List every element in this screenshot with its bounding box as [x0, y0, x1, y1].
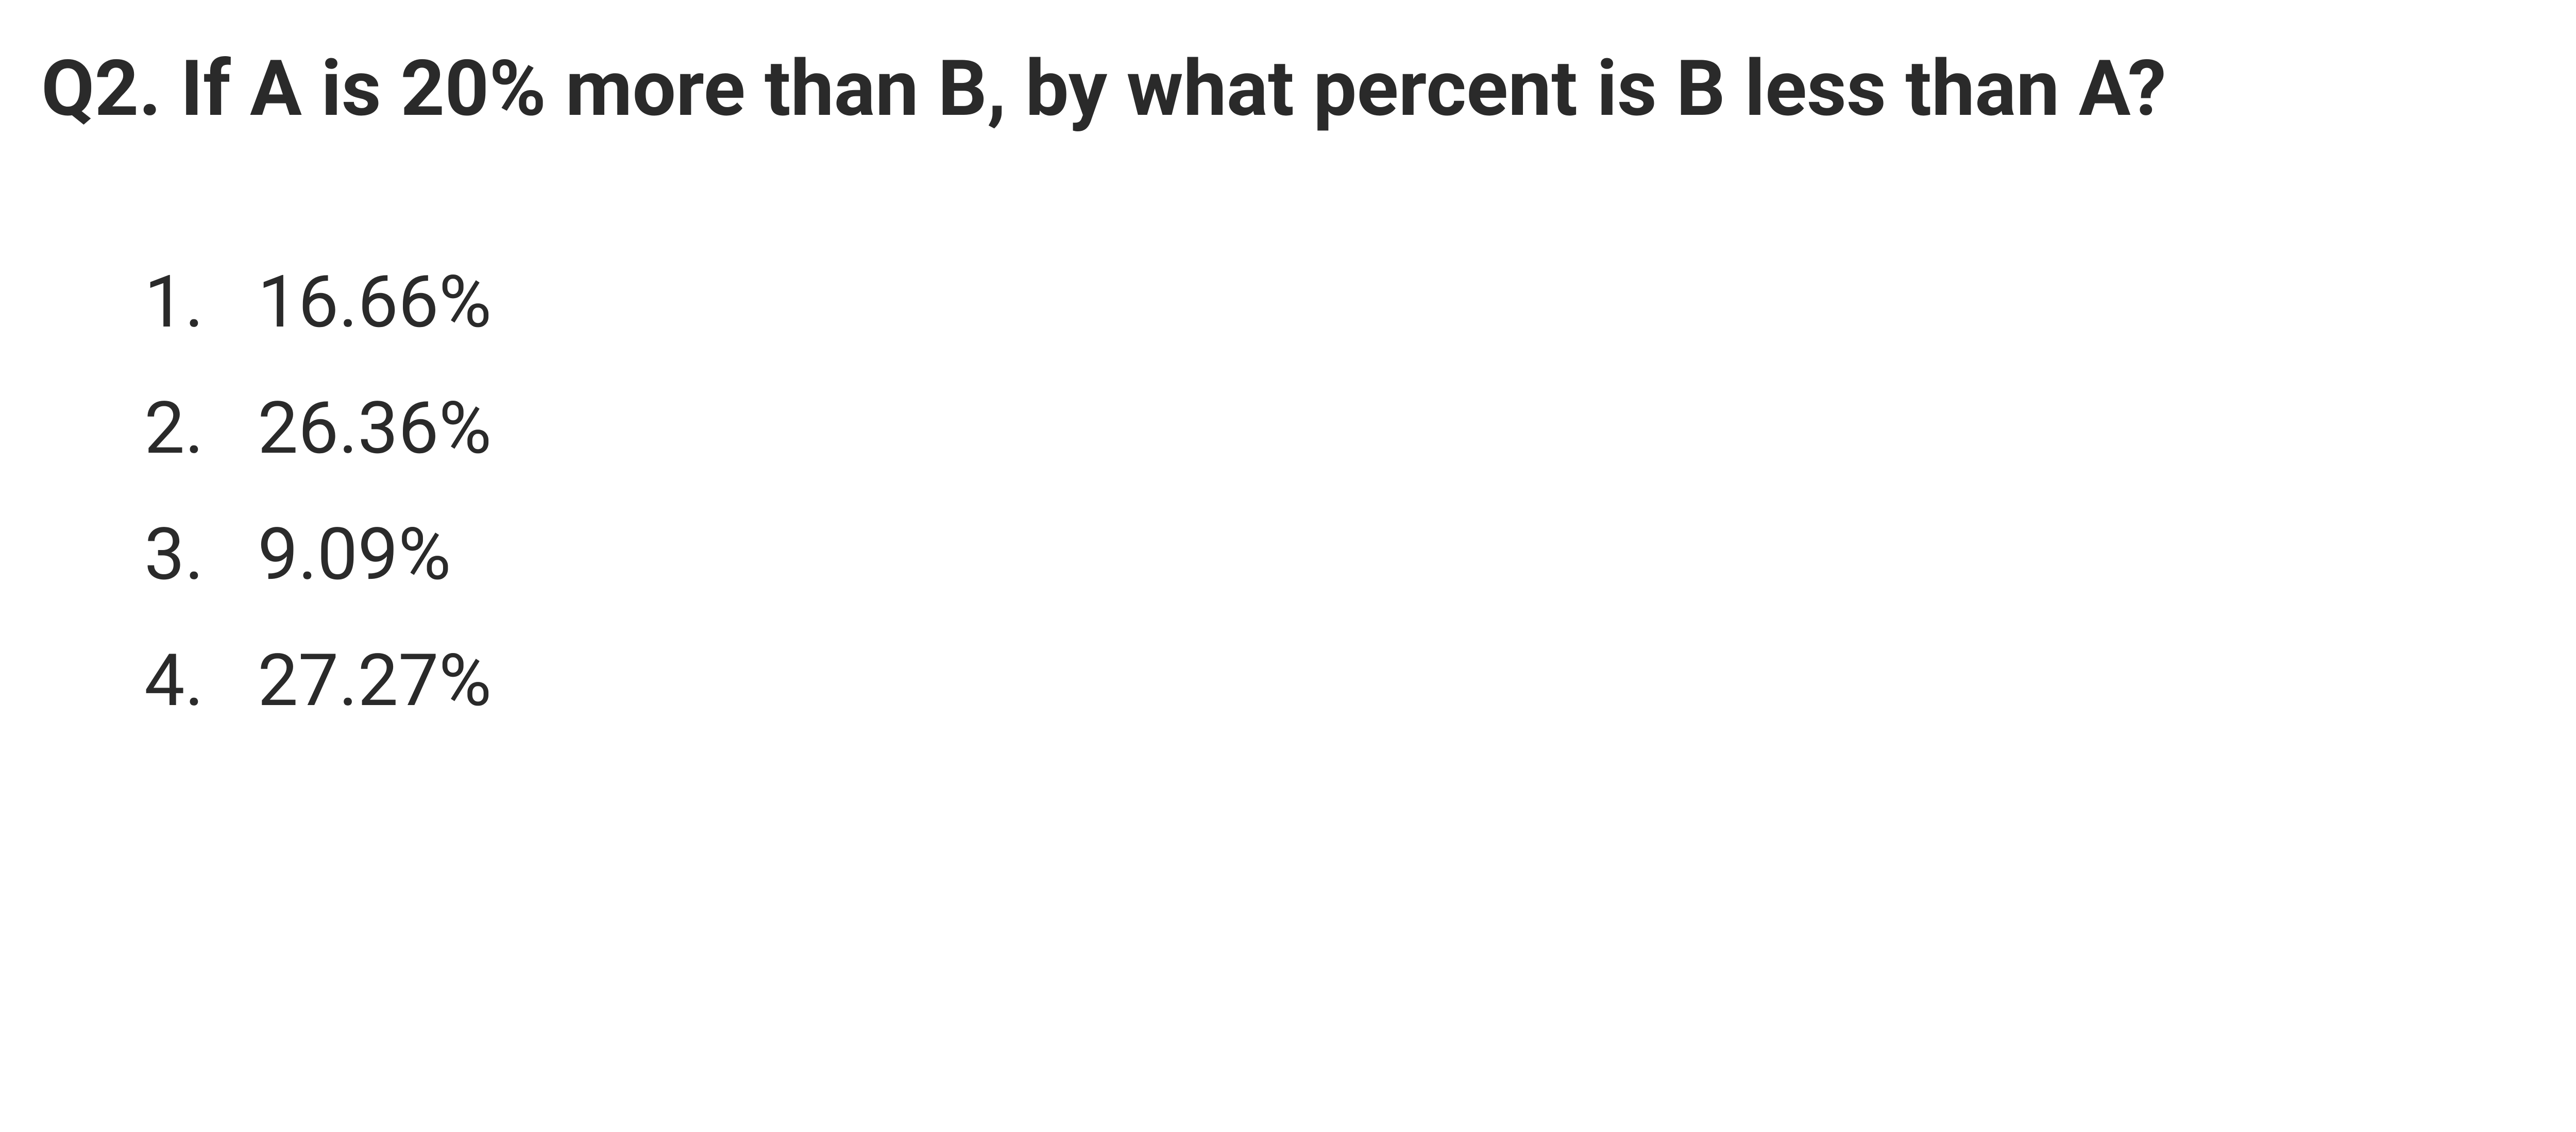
- question-text: If A is 20% more than B, by what percent…: [180, 43, 2166, 134]
- option-value: 27.27%: [258, 618, 2547, 744]
- option-number: 1.: [144, 239, 258, 366]
- option-value: 9.09%: [258, 492, 2547, 618]
- option-4[interactable]: 4. 27.27%: [144, 618, 2547, 744]
- option-1[interactable]: 1. 16.66%: [144, 239, 2547, 366]
- option-value: 16.66%: [258, 239, 2547, 366]
- option-3[interactable]: 3. 9.09%: [144, 492, 2547, 618]
- question-heading: Q2. If A is 20% more than B, by what per…: [41, 31, 2547, 147]
- question-prefix: Q2.: [41, 43, 161, 134]
- option-number: 4.: [144, 618, 258, 744]
- option-2[interactable]: 2. 26.36%: [144, 366, 2547, 492]
- option-value: 26.36%: [258, 366, 2547, 492]
- option-number: 3.: [144, 492, 258, 618]
- options-list: 1. 16.66% 2. 26.36% 3. 9.09% 4. 27.27%: [41, 239, 2547, 744]
- option-number: 2.: [144, 366, 258, 492]
